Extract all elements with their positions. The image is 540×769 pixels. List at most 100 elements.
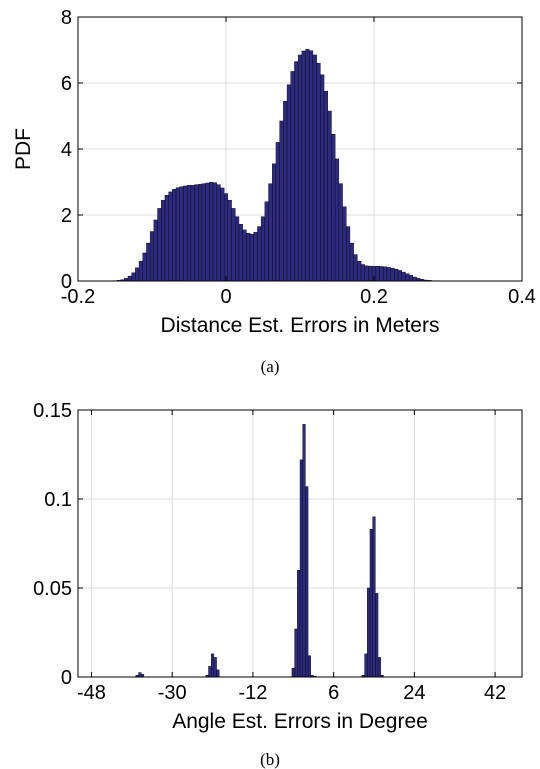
histogram-bar bbox=[390, 267, 395, 282]
histogram-bar bbox=[377, 657, 381, 678]
histogram-bar bbox=[190, 185, 195, 282]
plot-frame bbox=[77, 409, 523, 678]
histogram-bar bbox=[294, 61, 299, 282]
histogram-bar bbox=[334, 158, 340, 282]
y-tick-label: 0.1 bbox=[44, 489, 72, 511]
histogram-bar bbox=[272, 163, 277, 282]
histogram-bar bbox=[249, 233, 254, 282]
x-tick-label: -48 bbox=[77, 682, 106, 704]
angle-error-histogram: -48 -30 -12 6 24 42 0 0.05 0.1 0.15 Angle Est. E… bbox=[33, 400, 523, 769]
tick-marks bbox=[78, 409, 522, 678]
histogram-bar bbox=[257, 226, 262, 282]
histogram-bar bbox=[357, 261, 362, 282]
histogram-bar bbox=[307, 655, 311, 678]
y-tick-label: 0.05 bbox=[33, 578, 72, 600]
histogram-bar bbox=[242, 229, 247, 282]
histogram-bar bbox=[375, 265, 380, 282]
histogram-bar bbox=[360, 264, 365, 282]
histogram-bar bbox=[135, 267, 140, 282]
histogram-bar bbox=[164, 194, 169, 282]
y-tick-label: 4 bbox=[61, 139, 72, 161]
histogram-bar bbox=[331, 133, 336, 282]
histogram-bar bbox=[131, 272, 136, 282]
x-tick-label: 0 bbox=[220, 286, 231, 308]
x-tick-label: -30 bbox=[158, 682, 187, 704]
subfigure-caption: (a) bbox=[261, 357, 280, 376]
histogram-bar bbox=[186, 185, 192, 282]
subfigure-caption: (b) bbox=[260, 750, 280, 769]
histogram-bar bbox=[142, 252, 147, 282]
histogram-bar bbox=[364, 653, 368, 678]
histogram-bar bbox=[268, 183, 273, 282]
histogram-bar bbox=[127, 275, 132, 282]
histogram-bar bbox=[286, 84, 291, 282]
histogram-bar bbox=[353, 254, 358, 282]
histogram-bar bbox=[299, 459, 303, 678]
x-axis-label: Angle Est. Errors in Degree bbox=[172, 710, 428, 733]
histogram-bar bbox=[220, 187, 225, 282]
histogram-bar bbox=[379, 266, 384, 282]
histogram-bar bbox=[264, 201, 269, 282]
histogram-bars bbox=[135, 424, 384, 678]
histogram-bar bbox=[349, 242, 354, 282]
histogram-bar bbox=[312, 54, 317, 282]
histogram-bar bbox=[408, 275, 414, 282]
histogram-bar bbox=[238, 224, 243, 282]
histogram-bar bbox=[216, 184, 221, 282]
x-tick-label: 0.4 bbox=[508, 286, 536, 308]
x-tick-label: 0.2 bbox=[360, 286, 388, 308]
histogram-bar bbox=[208, 666, 212, 678]
histogram-bar bbox=[342, 206, 347, 282]
histogram-bar bbox=[138, 672, 142, 678]
histogram-bar bbox=[212, 182, 217, 282]
histogram-bar bbox=[283, 100, 288, 282]
histogram-bar bbox=[305, 49, 310, 282]
histogram-bar bbox=[367, 587, 371, 678]
histogram-bar bbox=[205, 182, 210, 282]
x-tick-label: 42 bbox=[484, 682, 506, 704]
histogram-bar bbox=[369, 529, 373, 678]
y-tick-label: 0 bbox=[61, 271, 72, 293]
histogram-bar bbox=[157, 208, 162, 282]
histogram-bar bbox=[305, 486, 309, 678]
tick-marks bbox=[77, 16, 523, 282]
histogram-bar bbox=[327, 110, 332, 282]
histogram-bar bbox=[198, 184, 203, 282]
histogram-bar bbox=[146, 242, 151, 282]
histogram-bar bbox=[394, 268, 399, 282]
histogram-bar bbox=[194, 184, 199, 282]
histogram-bar bbox=[183, 185, 188, 282]
histogram-bar bbox=[179, 186, 184, 282]
histogram-bar bbox=[297, 570, 301, 678]
histogram-bar bbox=[153, 219, 158, 282]
histogram-bar bbox=[209, 182, 214, 282]
histogram-bar bbox=[386, 267, 391, 282]
histogram-bars bbox=[112, 49, 451, 282]
histogram-bar bbox=[235, 216, 240, 282]
x-tick-label: 24 bbox=[403, 682, 425, 704]
histogram-bar bbox=[201, 183, 206, 282]
histogram-bar bbox=[372, 516, 376, 678]
histogram-bar bbox=[301, 50, 306, 282]
histogram-bar bbox=[291, 667, 295, 678]
x-tick-label: -0.2 bbox=[61, 286, 95, 308]
histogram-bar bbox=[216, 669, 220, 678]
histogram-bar bbox=[316, 63, 321, 282]
histogram-bar bbox=[161, 199, 166, 282]
histogram-bar bbox=[149, 231, 155, 282]
histogram-bar bbox=[323, 91, 328, 282]
histogram-bar bbox=[231, 208, 236, 282]
histogram-bar bbox=[223, 193, 229, 282]
y-tick-label: 0.15 bbox=[33, 400, 72, 422]
histogram-bar bbox=[172, 189, 177, 282]
histogram-bar bbox=[294, 628, 298, 678]
histogram-bar bbox=[383, 266, 388, 282]
histogram-bar bbox=[397, 270, 402, 282]
x-tick-labels: -0.2 0 0.2 0.4 bbox=[61, 286, 536, 308]
histogram-bar bbox=[302, 424, 306, 678]
histogram-bar bbox=[279, 120, 284, 282]
histogram-bar bbox=[401, 271, 406, 282]
x-tick-labels: -48 -30 -12 6 24 42 bbox=[77, 682, 506, 704]
